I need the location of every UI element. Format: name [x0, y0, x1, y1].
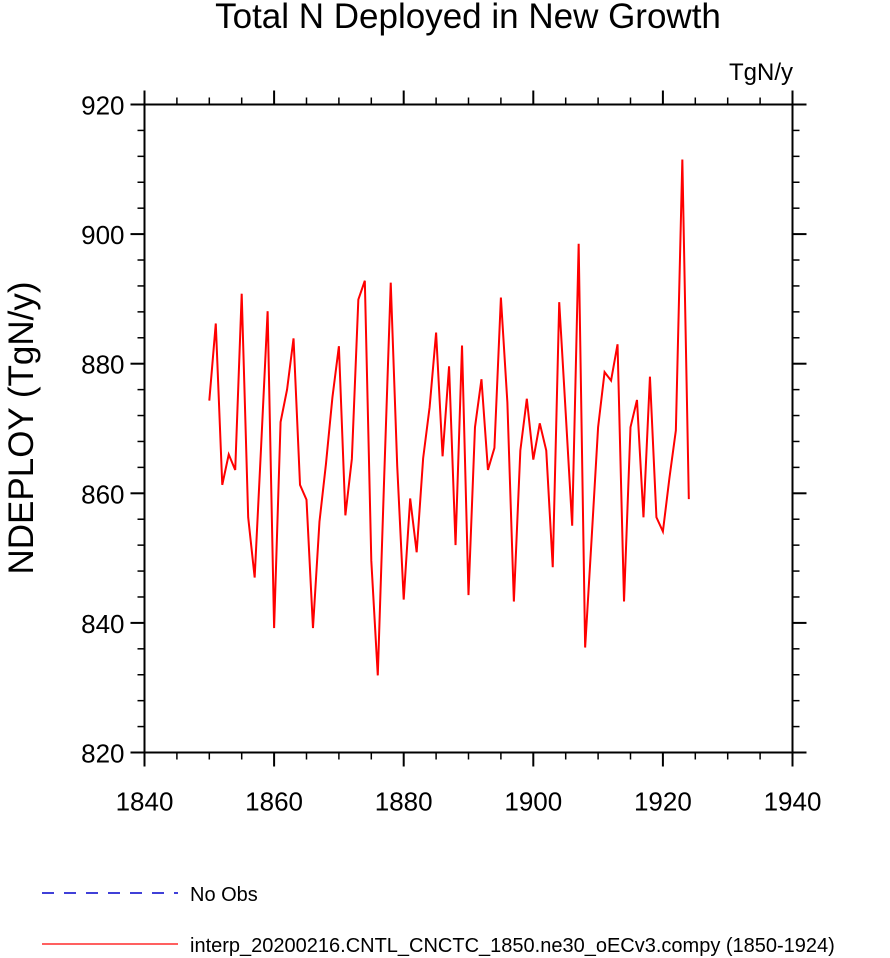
- y-tick-label: 820: [81, 739, 124, 769]
- chart-title: Total N Deployed in New Growth: [215, 0, 721, 36]
- series-line-1: [208, 159, 690, 676]
- x-axis-ticks: 1840 1860 1880 1900 1920 1940: [116, 90, 822, 817]
- x-tick-label: 1840: [116, 787, 174, 817]
- y-tick-label: 900: [81, 220, 124, 250]
- series-layer: [208, 159, 690, 676]
- y-axis-ticks: 820 840 860 880 900 920: [81, 91, 807, 769]
- units-label: TgN/y: [729, 59, 793, 86]
- x-tick-label: 1900: [504, 787, 562, 817]
- y-tick-label: 920: [81, 91, 124, 121]
- y-axis-label: NDEPLOY (TgN/y): [2, 281, 41, 574]
- legend-label-0: No Obs: [190, 884, 258, 906]
- x-tick-label: 1920: [634, 787, 692, 817]
- y-tick-label: 880: [81, 350, 124, 380]
- x-tick-label: 1860: [245, 787, 303, 817]
- y-tick-label: 860: [81, 479, 124, 509]
- x-tick-label: 1940: [764, 787, 822, 817]
- y-tick-label: 840: [81, 609, 124, 639]
- plot-frame: [143, 103, 794, 754]
- legend: No Obs interp_20200216.CNTL_CNCTC_1850.ne…: [42, 884, 835, 957]
- x-tick-label: 1880: [375, 787, 433, 817]
- legend-label-1: interp_20200216.CNTL_CNCTC_1850.ne30_oEC…: [190, 935, 835, 957]
